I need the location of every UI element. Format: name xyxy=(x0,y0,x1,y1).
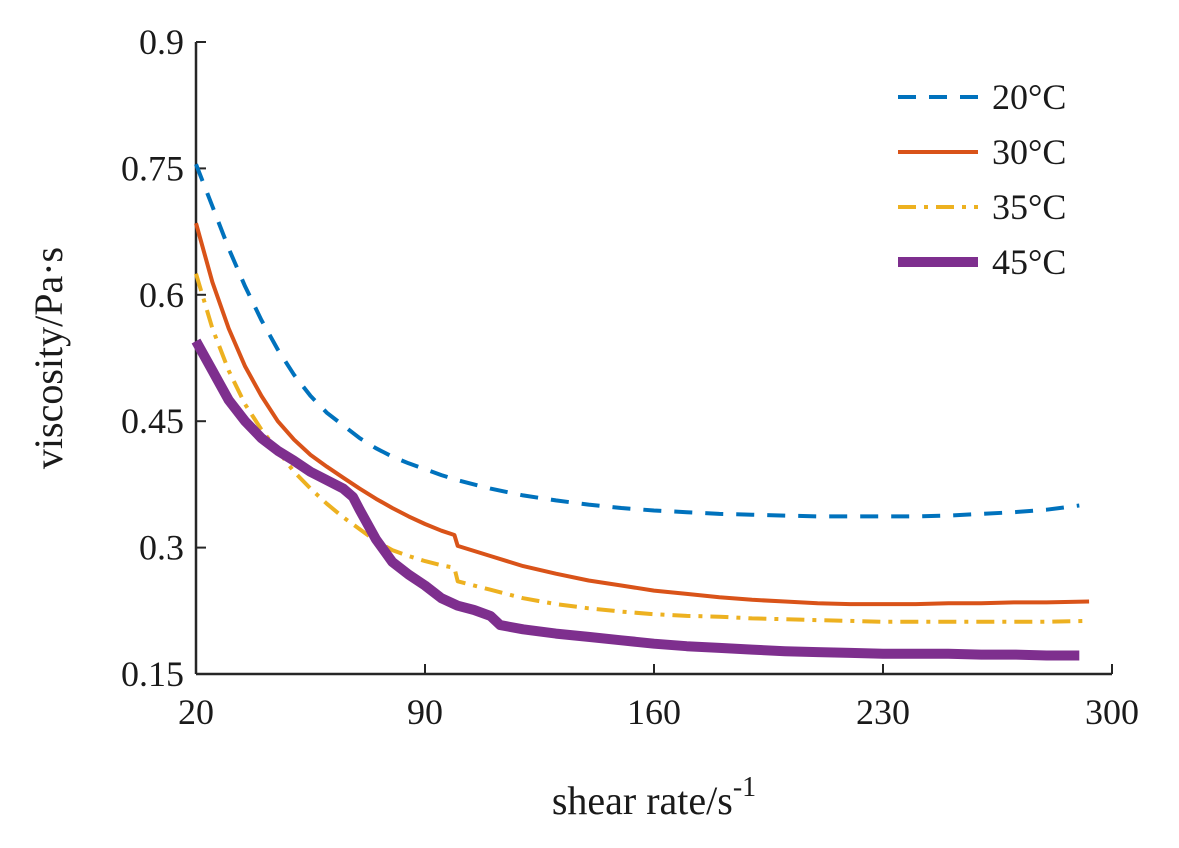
series-line-30c xyxy=(194,222,1090,607)
x-tick-label: 20 xyxy=(178,692,214,732)
y-ticks: 0.15 0.3 0.45 0.6 0.75 0.9 xyxy=(121,22,206,694)
x-tick-label: 160 xyxy=(627,692,681,732)
x-axis-title-superscript: -1 xyxy=(733,772,756,803)
x-tick-label: 90 xyxy=(407,692,443,732)
legend-label: 35°C xyxy=(992,187,1066,227)
legend: 20°C 30°C 35°C 45°C xyxy=(898,77,1066,282)
y-tick-label: 0.45 xyxy=(121,401,184,441)
series-line-35c xyxy=(194,273,1090,624)
legend-label: 45°C xyxy=(992,242,1066,282)
legend-label: 30°C xyxy=(992,132,1066,172)
legend-label: 20°C xyxy=(992,77,1066,117)
x-axis-title-text: shear rate/s xyxy=(552,778,733,823)
x-tick-label: 300 xyxy=(1085,692,1139,732)
y-tick-label: 0.9 xyxy=(139,22,184,62)
series-line-20c xyxy=(194,163,1080,519)
x-tick-label: 230 xyxy=(856,692,910,732)
y-tick-label: 0.3 xyxy=(139,528,184,568)
y-tick-label: 0.6 xyxy=(139,275,184,315)
axes: 20 90 160 230 300 0.15 0.3 0.45 0.6 0.75 0.9 xyxy=(121,22,1139,732)
series-layer xyxy=(191,163,1090,661)
x-ticks: 20 90 160 230 300 xyxy=(178,664,1139,732)
y-axis-title: viscosity/Pa·s xyxy=(26,247,71,469)
y-tick-label: 0.15 xyxy=(121,654,184,694)
series-line-45c xyxy=(191,338,1080,661)
x-axis-title: shear rate/s-1 xyxy=(552,772,756,823)
y-tick-label: 0.75 xyxy=(121,148,184,188)
